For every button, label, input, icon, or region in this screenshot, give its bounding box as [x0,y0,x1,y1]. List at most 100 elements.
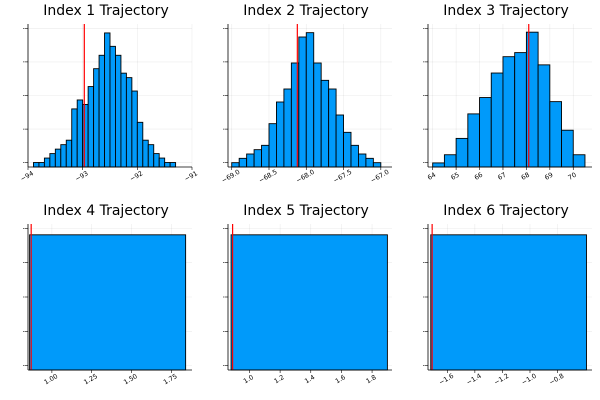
histogram-bar [153,153,160,168]
x-tick-label: 67 [496,171,507,182]
histogram-bar [320,79,330,168]
histogram-bar [109,45,116,168]
x-tick-label: 1.00 [43,372,60,386]
histogram-bar [479,97,492,168]
histogram-bar [305,32,315,168]
histogram-bar [467,113,480,168]
x-tick-label: −68.5 [257,168,278,185]
panel-index-5: Index 5 Trajectory 1.0 1.2 1.4 1.6 1.8 [223,203,392,385]
x-tick-label: 1.8 [365,373,378,385]
histogram-bar [115,54,122,168]
histogram-bar [125,77,133,168]
histogram-bar [131,90,138,168]
histogram-bar [276,101,285,168]
histogram-bar [261,144,270,168]
histogram-bar [328,88,337,168]
histogram-bar [268,123,277,168]
histogram-bar [443,154,457,168]
histogram-bar [71,108,78,168]
x-tick-label: 1.0 [242,373,255,385]
histogram-bar [537,64,551,168]
histogram-bar [549,101,562,168]
histogram-bar [120,72,127,168]
x-tick-label: −0.8 [548,372,566,387]
x-tick-label: −67.5 [332,168,353,185]
histogram-bar [65,139,73,168]
x-tick-label: −93 [74,169,90,183]
histogram-bar [490,72,504,168]
histogram-bar [147,144,155,168]
panel-index-2: Index 2 Trajectory −69.0 −68.5 −68.0 −67.5−… [220,3,392,185]
histogram-bar [358,153,367,168]
histogram-bar [87,86,95,168]
histogram-bar [298,36,307,168]
histogram-bar [60,144,67,168]
histogram-bar [93,68,100,168]
x-tick-label: 1.75 [162,372,179,386]
histogram-bar [246,153,255,168]
x-tick-label: 1.4 [303,373,316,385]
x-tick-label: 70 [567,171,578,182]
histogram-bar [365,157,374,168]
panel-title: Index 5 Trajectory [243,203,368,219]
histogram-bar [313,62,322,168]
histogram-bar [76,99,84,168]
histogram-bar [502,56,516,168]
histogram-bar [238,157,248,168]
histogram-bar [43,157,51,168]
histogram-bar [49,153,56,168]
histogram-bar [432,162,445,168]
x-tick-label: 1.6 [334,373,347,385]
x-tick-label: −1.6 [437,372,455,387]
histogram-bar [430,234,587,371]
histogram-bar [561,129,574,168]
panel-title: Index 4 Trajectory [43,203,168,219]
panel-index-3: Index 3 Trajectory 64 65 66 67 68 69 70 [423,3,592,182]
panel-title: Index 3 Trajectory [443,3,568,19]
panel-title: Index 6 Trajectory [443,203,568,219]
histogram-bar [514,52,527,168]
x-tick-label: 66 [473,171,484,182]
x-tick-label: 68 [520,171,531,182]
histogram-bar [164,162,171,168]
x-tick-label: 69 [543,171,554,182]
x-tick-label: 65 [450,171,461,182]
histogram-bar [572,154,586,168]
x-tick-label: −69.0 [220,168,241,185]
x-tick-label: 1.50 [122,372,139,386]
x-tick-label: −92 [128,169,144,183]
x-tick-label: −91 [183,169,199,183]
histogram-bar [33,162,40,168]
histogram-bar [136,121,144,168]
histogram-bar [54,148,62,168]
histogram-bar [343,131,352,168]
x-tick-label: 1.25 [82,372,99,386]
histogram-bar [335,114,344,168]
histogram-bar [230,234,388,371]
histogram-bar [231,162,240,168]
histogram-bar [38,162,45,168]
panel-title: Index 2 Trajectory [243,3,368,19]
histogram-bar [253,149,262,168]
panel-index-6: Index 6 Trajectory −1.6 −1.4 −1.2 −1.0 −0.8 [423,203,592,387]
x-tick-label: −94 [19,169,35,183]
histogram-bar [158,157,166,168]
histogram-bar [98,54,105,168]
histogram-bar [82,103,89,168]
panel-index-4: Index 4 Trajectory 1.00 1.25 1.50 1.75 [23,203,192,386]
x-tick-label: 64 [426,171,437,182]
x-tick-label: −1.2 [493,372,511,387]
histogram-bar [283,88,292,168]
x-tick-label: −68.0 [295,168,316,185]
histogram-bar [169,162,177,168]
histogram-bar [372,162,382,168]
histogram-bar [104,32,111,168]
histogram-bar [142,139,149,168]
x-tick-label: 1.2 [273,373,286,385]
panel-title: Index 1 Trajectory [43,3,168,19]
x-tick-label: −1.4 [465,372,483,387]
x-tick-label: −1.0 [520,372,538,387]
x-tick-label: −67.0 [369,168,390,185]
histogram-bar [455,137,469,168]
